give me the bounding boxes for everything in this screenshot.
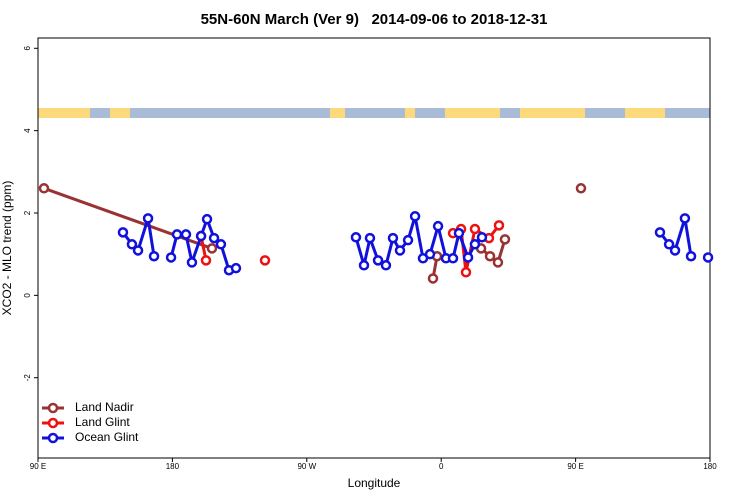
legend-marker — [47, 402, 59, 414]
data-point — [208, 232, 220, 244]
data-point — [201, 213, 213, 225]
data-point — [394, 245, 406, 256]
data-point — [215, 239, 227, 250]
data-point — [453, 227, 465, 239]
data-point — [460, 267, 472, 278]
data-point — [358, 260, 370, 271]
data-point — [575, 183, 587, 194]
y-tick-label: 6 — [23, 46, 32, 51]
data-point — [462, 252, 474, 263]
data-point — [350, 232, 362, 243]
data-point — [469, 239, 481, 250]
y-tick-label: -2 — [23, 374, 32, 382]
y-tick-label: 2 — [23, 210, 32, 215]
data-point — [402, 234, 414, 246]
x-axis-label: Longitude — [348, 476, 401, 490]
data-point — [126, 239, 138, 250]
legend-label: Ocean Glint — [75, 430, 139, 444]
x-tick-label: 90 W — [297, 462, 316, 471]
y-tick-label: 0 — [23, 293, 32, 298]
data-point — [180, 229, 192, 240]
data-point — [364, 232, 376, 244]
data-point — [663, 239, 675, 250]
data-point — [387, 232, 399, 244]
data-point — [476, 232, 488, 243]
data-point — [685, 250, 697, 262]
chart-title: 55N-60N March (Ver 9) 2014-09-06 to 2018… — [201, 11, 548, 28]
data-point — [372, 255, 384, 266]
data-point — [654, 227, 666, 238]
data-point — [702, 252, 714, 263]
x-tick-label: 180 — [703, 462, 717, 471]
data-point — [117, 227, 129, 238]
y-tick-label: 4 — [23, 128, 32, 133]
data-point — [409, 211, 421, 222]
data-point — [186, 257, 198, 268]
x-tick-label: 180 — [166, 462, 180, 471]
data-point — [259, 255, 271, 266]
y-axis-label: XCO2 - MLO trend (ppm) — [0, 181, 14, 316]
data-point — [206, 243, 218, 254]
data-point — [230, 262, 242, 274]
plot-frame — [37, 37, 711, 459]
x-tick-label: 90 E — [567, 462, 583, 471]
data-point — [679, 213, 691, 224]
data-point — [424, 248, 436, 260]
data-point — [142, 213, 154, 224]
data-point — [432, 220, 444, 232]
x-tick-label: 0 — [439, 462, 444, 471]
legend-label: Land Nadir — [75, 400, 134, 414]
data-point — [669, 245, 681, 256]
map-strip — [38, 108, 710, 118]
data-point — [38, 183, 50, 194]
data-point — [200, 255, 212, 266]
data-point — [380, 260, 392, 271]
data-point — [499, 234, 511, 245]
data-point — [148, 250, 160, 262]
legend-marker — [47, 417, 59, 429]
legend-marker — [47, 432, 59, 444]
data-point — [493, 220, 505, 231]
data-point — [171, 229, 183, 240]
data-point — [132, 245, 144, 256]
legend-label: Land Glint — [75, 415, 130, 429]
data-point — [195, 230, 207, 242]
data-point — [427, 273, 439, 284]
x-tick-label: 90 E — [30, 462, 46, 471]
data-point — [447, 253, 459, 264]
data-point — [492, 257, 504, 268]
data-point — [484, 250, 496, 262]
data-point — [469, 223, 481, 235]
data-point — [165, 252, 177, 263]
